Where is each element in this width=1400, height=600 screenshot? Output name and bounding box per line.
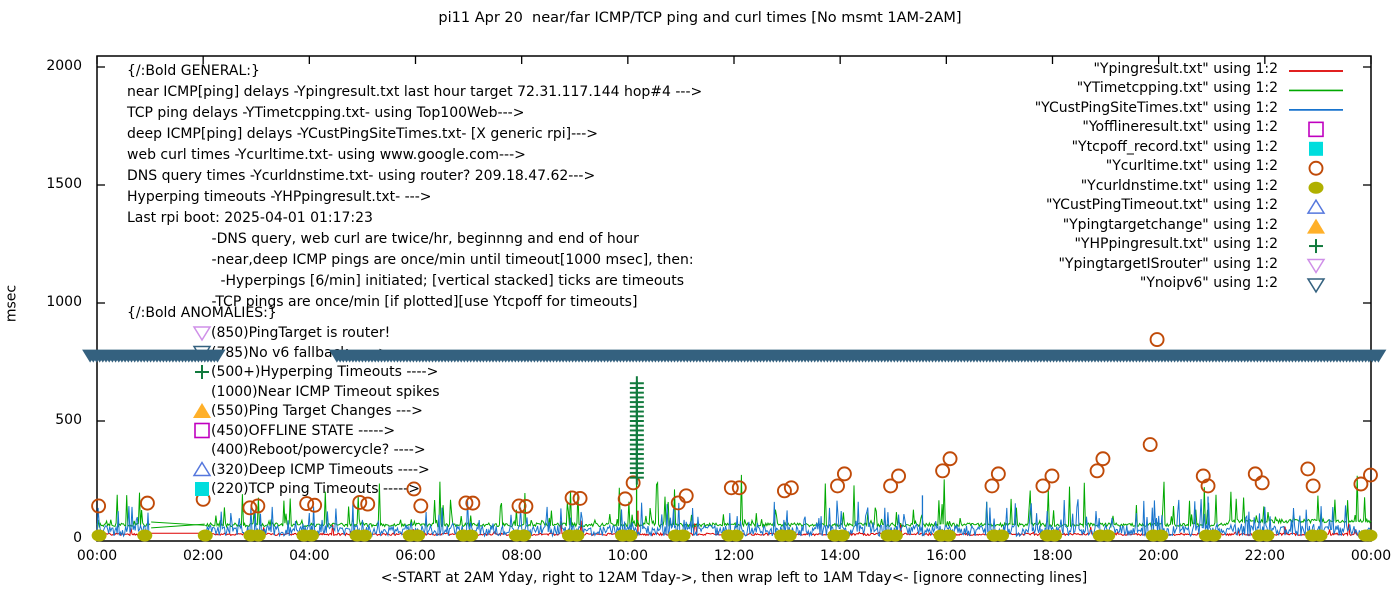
general-line: deep ICMP[ping] delays -YCustPingSiteTim… bbox=[127, 126, 598, 142]
legend-entry-label: "YCustPingSiteTimes.txt" using 1:2 bbox=[1034, 99, 1278, 116]
anomaly-line: (450)OFFLINE STATE -----> bbox=[211, 422, 396, 439]
y-tick-label: 1500 bbox=[46, 176, 82, 192]
anomalies-header: {/:Bold ANOMALIES:} bbox=[127, 305, 277, 321]
general-line: Hyperping timeouts -YHPpingresult.txt- -… bbox=[127, 189, 432, 205]
legend-entry-label: "Yofflineresult.txt" using 1:2 bbox=[1082, 119, 1278, 136]
general-line: -near,deep ICMP pings are once/min until… bbox=[127, 252, 694, 268]
chart-title: pi11 Apr 20 near/far ICMP/TCP ping and c… bbox=[438, 10, 962, 26]
anomaly-line: (785)No v6 fallback -----> bbox=[211, 344, 390, 361]
x-tick-label: 14:00 bbox=[819, 548, 861, 564]
x-tick-label: 00:00 bbox=[1350, 548, 1392, 564]
general-line: DNS query times -Ycurldnstime.txt- using… bbox=[127, 168, 596, 184]
general-line: -Hyperpings [6/min] initiated; [vertical… bbox=[127, 273, 685, 289]
general-line: Last rpi boot: 2025-04-01 01:17:23 bbox=[127, 210, 373, 226]
x-tick-label: 22:00 bbox=[1244, 548, 1285, 564]
x-tick-label: 00:00 bbox=[76, 548, 118, 564]
y-tick-label: 500 bbox=[55, 412, 82, 428]
legend-entry-label: "Ypingtargetchange" using 1:2 bbox=[1062, 216, 1278, 233]
anomaly-line: (500+)Hyperping Timeouts ----> bbox=[211, 364, 439, 380]
x-tick-label: 12:00 bbox=[713, 548, 755, 564]
anomaly-line: (1000)Near ICMP Timeout spikes bbox=[211, 383, 440, 400]
x-tick-label: 20:00 bbox=[1138, 548, 1179, 564]
legend-entry-label: "YCustPingTimeout.txt" using 1:2 bbox=[1045, 197, 1278, 214]
legend-entry-label: "YTimetcpping.txt" using 1:2 bbox=[1076, 80, 1278, 97]
general-line: web curl times -Ycurltime.txt- using www… bbox=[127, 147, 526, 163]
anomaly-line: (550)Ping Target Changes ---> bbox=[211, 403, 423, 419]
y-tick-label: 2000 bbox=[46, 58, 82, 74]
legend-entry-label: "Ycurldnstime.txt" using 1:2 bbox=[1080, 177, 1278, 194]
x-tick-label: 02:00 bbox=[182, 548, 224, 564]
x-tick-label: 04:00 bbox=[289, 548, 330, 564]
x-tick-label: 06:00 bbox=[395, 548, 436, 564]
x-axis-label: <-START at 2AM Yday, right to 12AM Tday-… bbox=[380, 570, 1088, 586]
legend-entry-label: "YHPpingresult.txt" using 1:2 bbox=[1074, 236, 1278, 253]
legend-entry-label: "Ypingresult.txt" using 1:2 bbox=[1093, 61, 1278, 77]
anomaly-line: (850)PingTarget is router! bbox=[211, 325, 391, 341]
legend-entry-label: "YpingtargetISrouter" using 1:2 bbox=[1058, 255, 1278, 272]
anomaly-line: (320)Deep ICMP Timeouts ----> bbox=[211, 461, 430, 478]
legend-entry-label: "Ynoipv6" using 1:2 bbox=[1139, 274, 1278, 291]
y-tick-label: 1000 bbox=[46, 294, 82, 310]
general-line: TCP ping delays -YTimetcpping.txt- using… bbox=[127, 105, 525, 121]
general-line: -DNS query, web curl are twice/hr, begin… bbox=[127, 231, 639, 247]
general-line: near ICMP[ping] delays -Ypingresult.txt … bbox=[127, 84, 703, 100]
x-tick-label: 18:00 bbox=[1032, 548, 1073, 564]
general-line: {/:Bold GENERAL:} bbox=[127, 63, 260, 79]
x-tick-label: 10:00 bbox=[607, 548, 648, 564]
anomaly-line: (220)TCP ping Timeouts -----> bbox=[211, 481, 420, 497]
legend-entry-label: "Ytcpoff_record.txt" using 1:2 bbox=[1071, 138, 1278, 155]
legend-entry-label: "Ycurltime.txt" using 1:2 bbox=[1105, 158, 1278, 175]
x-tick-label: 16:00 bbox=[926, 548, 967, 564]
anomaly-line: (400)Reboot/powercycle? ----> bbox=[211, 442, 426, 458]
x-tick-label: 08:00 bbox=[501, 548, 542, 564]
y-tick-label: 0 bbox=[73, 530, 82, 546]
